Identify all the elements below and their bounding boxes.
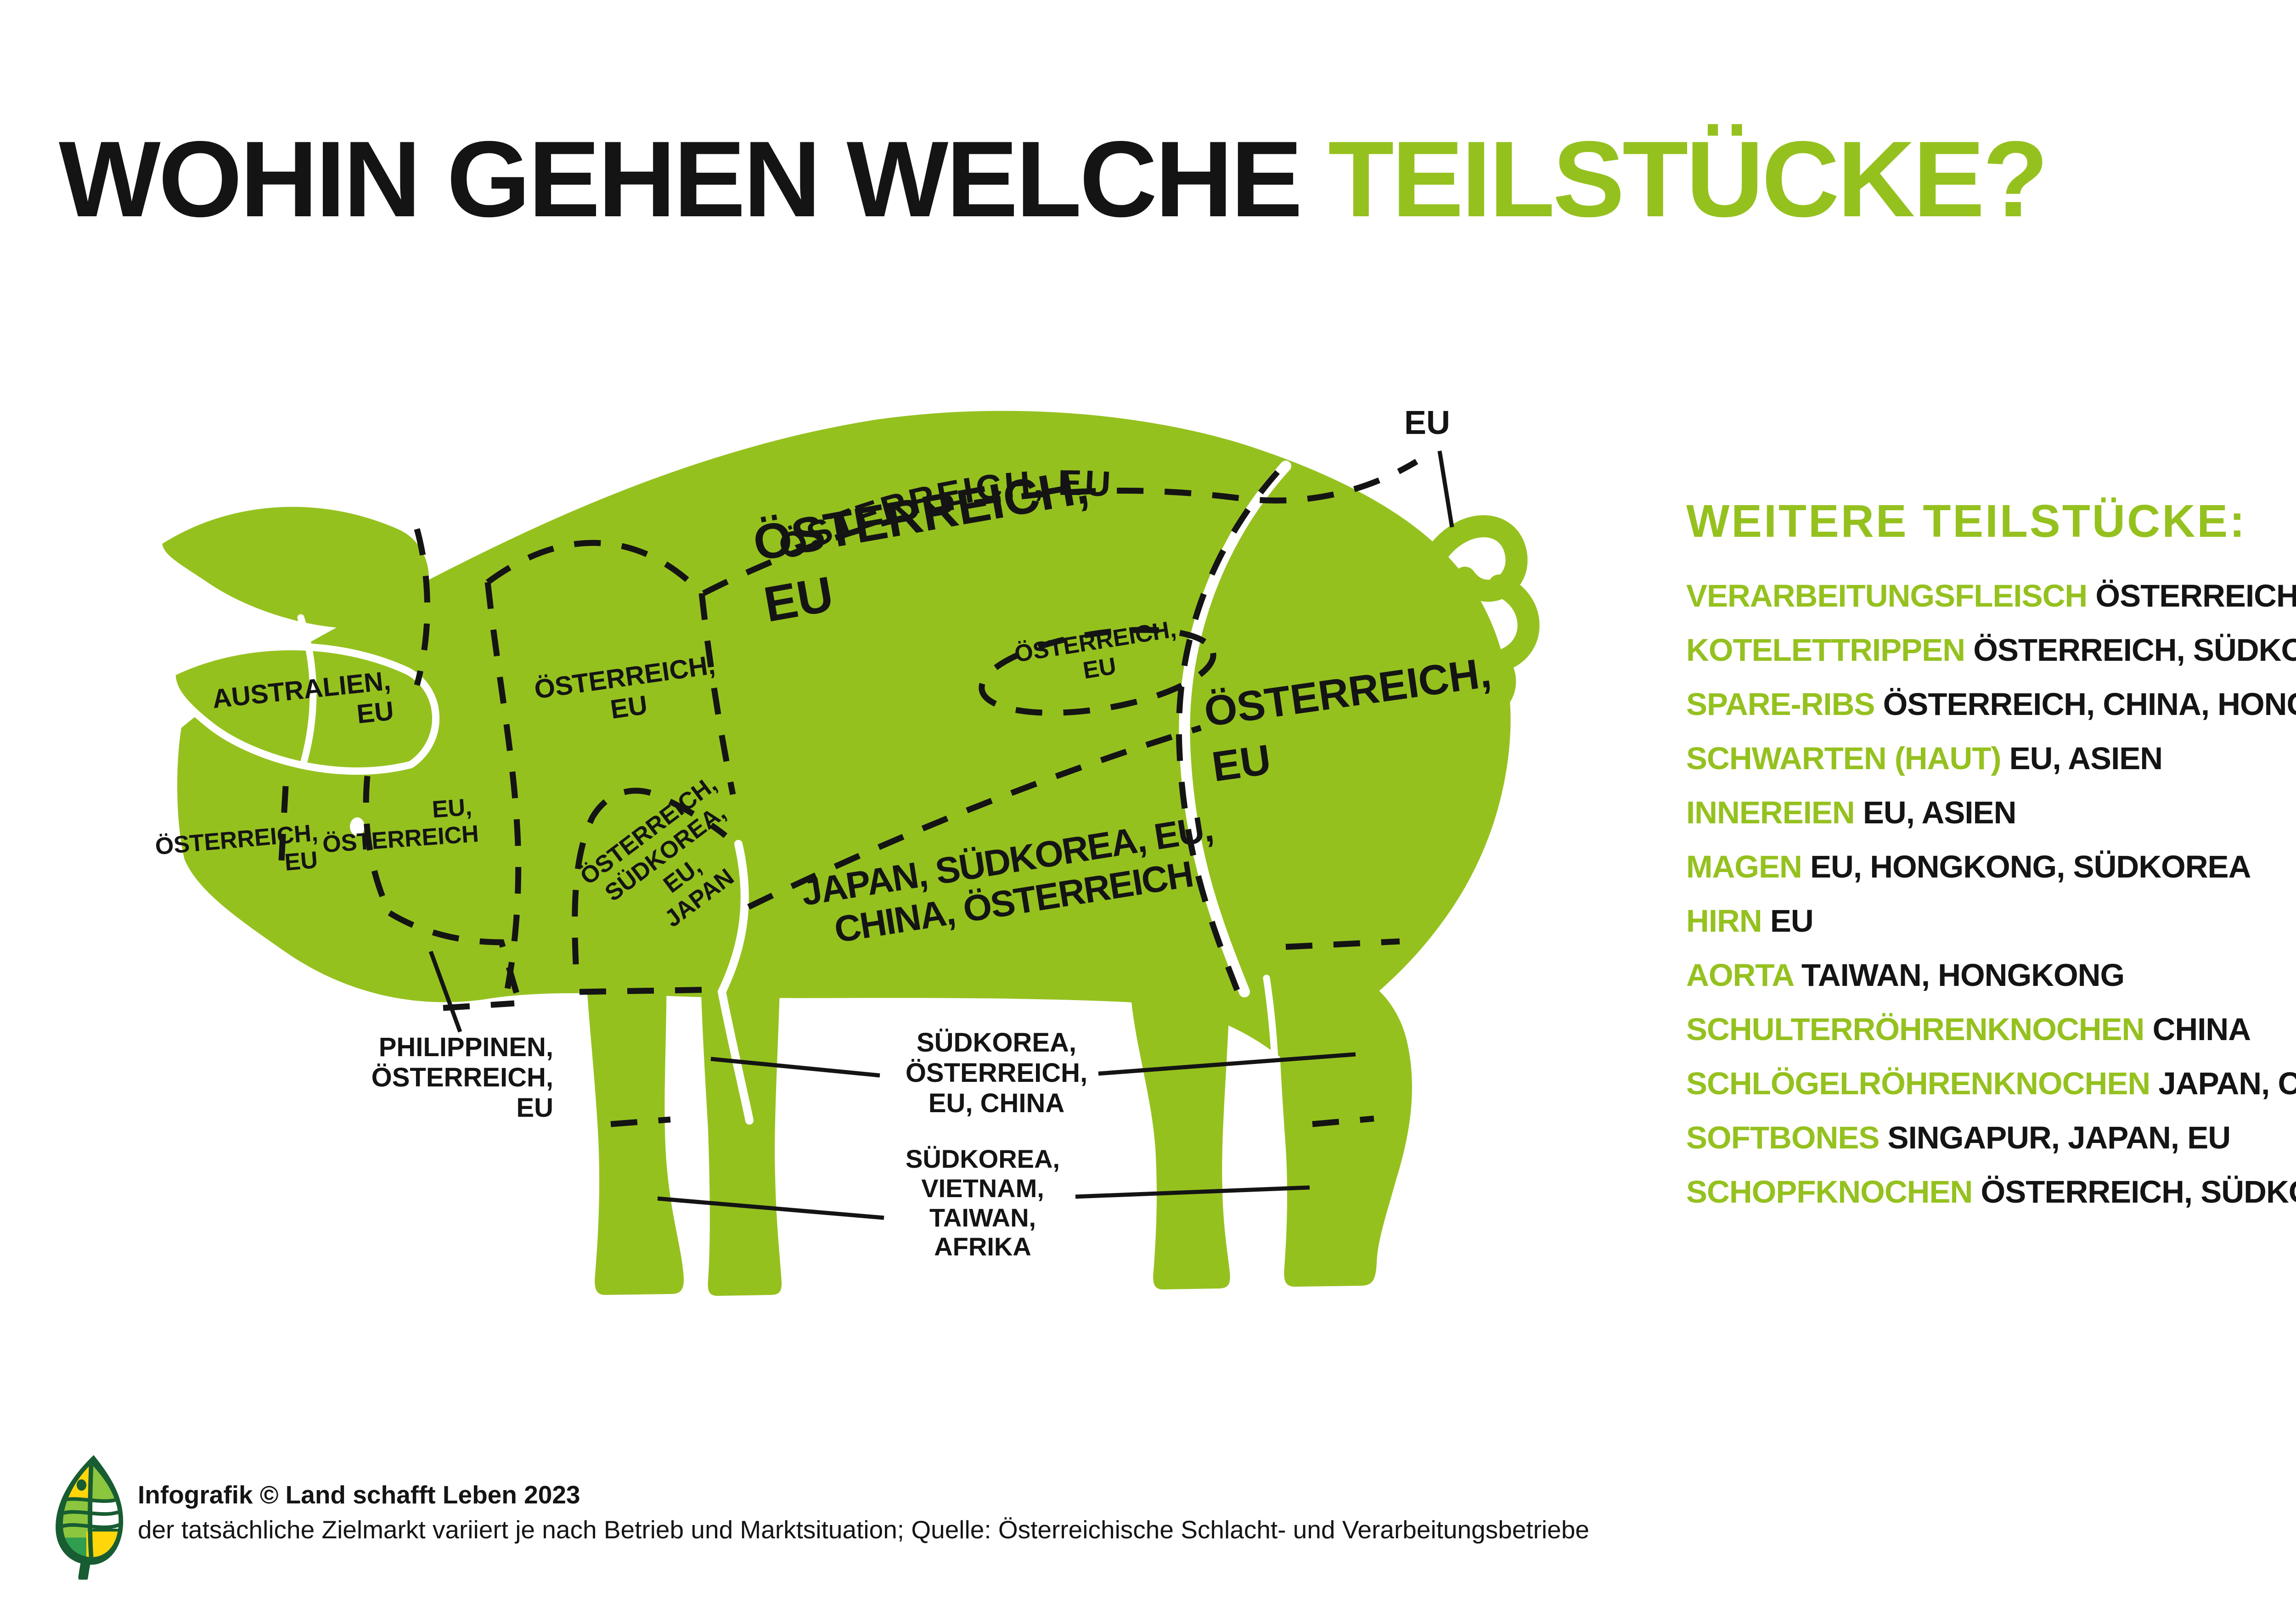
cut-lines	[278, 459, 1418, 1127]
item-destinations: EU, ASIEN	[1863, 795, 2017, 830]
pig-front-leg-right	[700, 951, 782, 1296]
pointer-legs-front	[710, 1057, 880, 1078]
pointer-lines	[428, 450, 1454, 1220]
item-destinations: ÖSTERREICH, EU	[2095, 578, 2296, 613]
leaf-logo-icon	[56, 1455, 124, 1580]
footer-credit-line1: Infografik © Land schafft Leben 2023	[138, 1480, 580, 1509]
label-head-meat: PHILIPPINEN, ÖSTERREICH, EU	[371, 1032, 553, 1123]
page-title-green: TEILSTÜCKE?	[1328, 118, 2048, 240]
pig-body	[177, 411, 1511, 1057]
cut-shank-box	[572, 788, 728, 965]
item-destinations: SINGAPUR, JAPAN, EU	[1887, 1120, 2231, 1155]
cut-ear-base	[414, 528, 430, 686]
pig-ear-lower	[168, 643, 439, 775]
item-part-label: SCHULTERRÖHRENKNOCHEN	[1686, 1012, 2144, 1047]
pig-tail	[1421, 515, 1540, 722]
footer-credit-line2: der tatsächliche Zielmarkt variiert je n…	[138, 1515, 1589, 1544]
cut-hind-hock	[1285, 938, 1400, 950]
item-part-label: SCHOPFKNOCHEN	[1686, 1174, 1973, 1210]
pig-front-leg-left	[584, 941, 684, 1295]
cut-jowl-vertical	[363, 776, 392, 914]
list-item-hirn: HIRN EU	[1686, 903, 2296, 957]
page-title: WOHIN GEHEN WELCHE TEILSTÜCKE?	[59, 123, 2048, 236]
cut-loin-belly	[747, 725, 1202, 910]
page-title-black: WOHIN GEHEN WELCHE	[59, 118, 1328, 240]
item-part-label: SCHLÖGELRÖHRENKNOCHEN	[1686, 1066, 2150, 1101]
item-destinations: ÖSTERREICH, SÜDKOREA, CHINA	[1981, 1174, 2296, 1210]
item-destinations: EU, HONGKONG, SÜDKOREA	[1810, 849, 2251, 884]
list-item-aorta: AORTA TAIWAN, HONGKONG	[1686, 957, 2296, 1011]
side-panel-list: VERARBEITUNGSFLEISCH ÖSTERREICH, EU KOTE…	[1686, 578, 2296, 1228]
pointer-feet-front	[657, 1196, 884, 1220]
list-item-softbones: SOFTBONES SINGAPUR, JAPAN, EU	[1686, 1120, 2296, 1174]
cut-neck-top	[486, 540, 704, 596]
cut-hind-knee	[1312, 1115, 1374, 1127]
list-item-schopfknochen: SCHOPFKNOCHEN ÖSTERREICH, SÜDKOREA, CHIN…	[1686, 1174, 2296, 1228]
item-destinations: ÖSTERREICH, CHINA, HONGKONG	[1883, 687, 2296, 722]
item-part-label: KOTELETTRIPPEN	[1686, 632, 1965, 668]
list-item-schloegelroehrenknochen: SCHLÖGELRÖHRENKNOCHEN JAPAN, CHINA	[1686, 1065, 2296, 1120]
pointer-legs-hind	[1098, 1052, 1356, 1076]
cut-chest	[443, 1000, 515, 1011]
list-item-verarbeitungsfleisch: VERARBEITUNGSFLEISCH ÖSTERREICH, EU	[1686, 578, 2296, 632]
pig-hind-leg-far	[1131, 992, 1230, 1289]
item-destinations: CHINA	[2152, 1012, 2251, 1047]
item-part-label: SCHWARTEN (HAUT)	[1686, 741, 2001, 776]
label-legs-upper: SÜDKOREA, ÖSTERREICH, EU, CHINA	[905, 1028, 1088, 1119]
item-part-label: AORTA	[1686, 957, 1794, 993]
list-item-schulterroehrenknochen: SCHULTERRÖHRENKNOCHEN CHINA	[1686, 1011, 2296, 1065]
list-item-innereien: INNEREIEN EU, ASIEN	[1686, 794, 2296, 849]
label-jowl: EU, ÖSTERREICH	[321, 793, 480, 858]
cut-front-knee	[610, 1116, 671, 1127]
cut-back-line	[702, 459, 1418, 596]
list-item-spare-ribs: SPARE-RIBS ÖSTERREICH, CHINA, HONGKONG	[1686, 686, 2296, 740]
item-part-label: VERARBEITUNGSFLEISCH	[1686, 578, 2088, 613]
cut-jowl-bottom	[388, 910, 522, 1002]
item-part-label: SPARE-RIBS	[1686, 687, 1875, 722]
pig-hind-leg-near	[1277, 955, 1412, 1287]
item-destinations: JAPAN, CHINA	[2158, 1066, 2296, 1101]
cut-shoulder-divider	[698, 593, 736, 795]
pig-eye	[350, 817, 365, 836]
pointer-head-meat	[428, 951, 462, 1033]
cut-head-divider	[484, 582, 522, 1002]
cut-ham-front	[1176, 470, 1280, 991]
pointer-feet-hind	[1075, 1185, 1310, 1199]
label-feet: SÜDKOREA, VIETNAM, TAIWAN, AFRIKA	[905, 1144, 1060, 1261]
footer-credit: Infografik © Land schafft Leben 2023 der…	[138, 1478, 1589, 1547]
item-destinations: EU	[1770, 903, 1814, 939]
cut-shank-bottom	[579, 986, 719, 995]
cut-snout	[278, 786, 289, 869]
item-part-label: HIRN	[1686, 903, 1762, 939]
item-destinations: TAIWAN, HONGKONG	[1801, 957, 2125, 993]
pointer-tail	[1437, 450, 1454, 528]
list-item-schwarten: SCHWARTEN (HAUT) EU, ASIEN	[1686, 740, 2296, 794]
list-item-kotelettrippen: KOTELETTRIPPEN ÖSTERREICH, SÜDKOREA	[1686, 632, 2296, 686]
item-destinations: EU, ASIEN	[2009, 741, 2163, 776]
item-part-label: INNEREIEN	[1686, 795, 1855, 830]
cut-filet-oval	[979, 627, 1216, 716]
item-destinations: ÖSTERREICH, SÜDKOREA	[1973, 632, 2296, 668]
white-separators	[297, 461, 1291, 1284]
label-tail: EU	[1404, 405, 1451, 441]
list-item-magen: MAGEN EU, HONGKONG, SÜDKOREA	[1686, 849, 2296, 903]
item-part-label: MAGEN	[1686, 849, 1802, 884]
item-part-label: SOFTBONES	[1686, 1120, 1880, 1155]
side-panel-heading: WEITERE TEILSTÜCKE:	[1686, 495, 2247, 547]
